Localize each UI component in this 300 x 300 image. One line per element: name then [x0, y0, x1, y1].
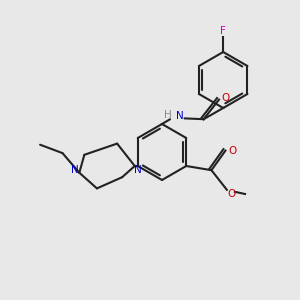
Text: O: O: [228, 146, 237, 156]
Text: N: N: [134, 165, 142, 175]
Text: N: N: [176, 111, 184, 122]
Text: O: O: [221, 93, 229, 103]
Text: N: N: [71, 165, 79, 175]
Text: H: H: [164, 110, 172, 120]
Text: O: O: [228, 189, 236, 199]
Text: F: F: [220, 26, 226, 36]
